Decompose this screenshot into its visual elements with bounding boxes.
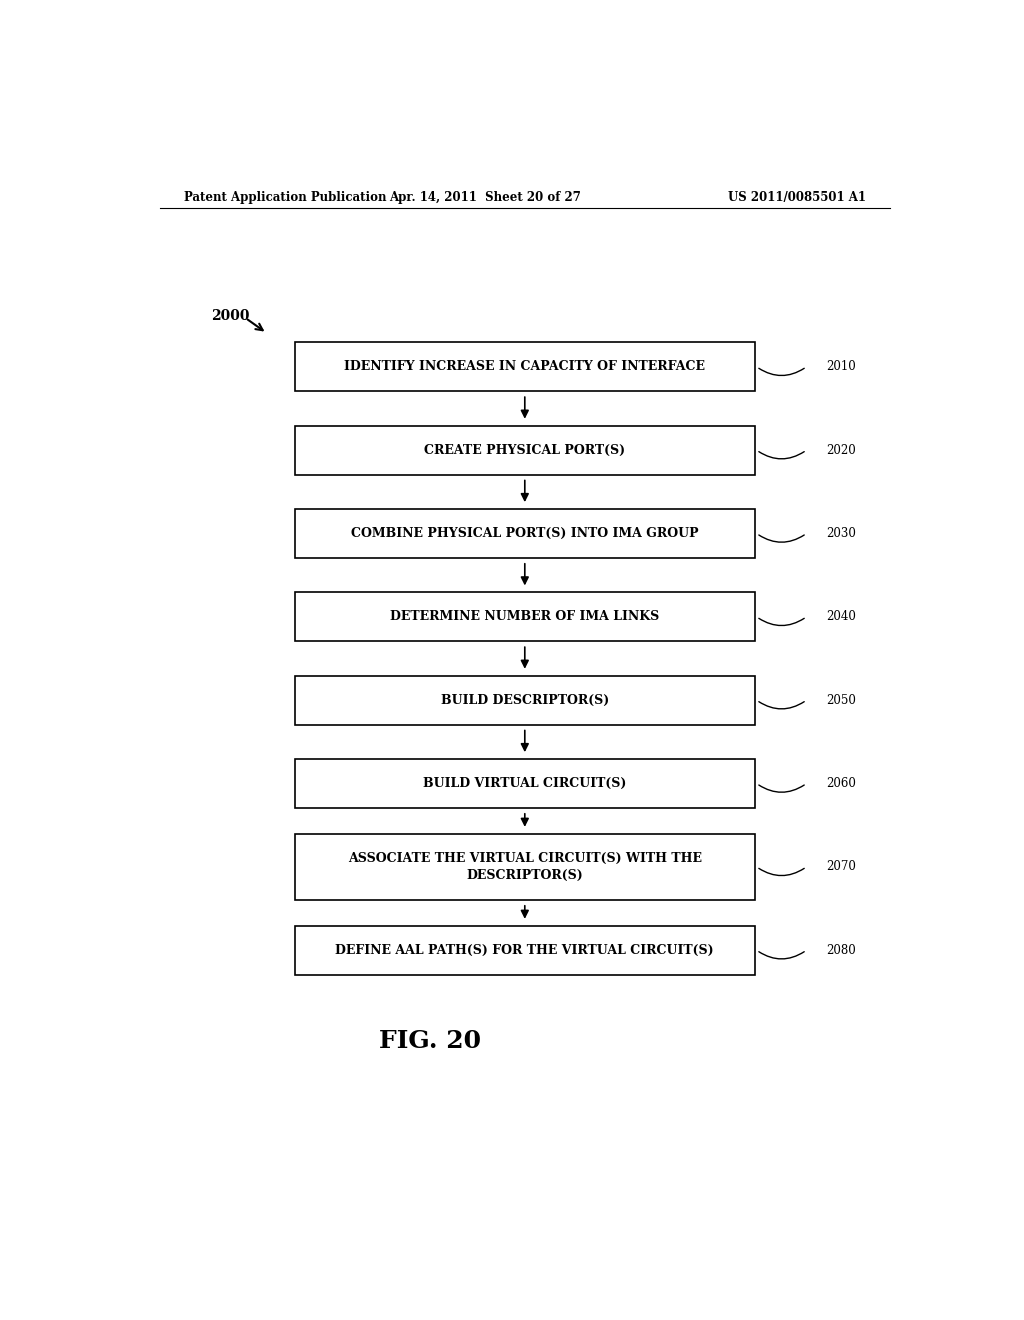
Text: 2070: 2070 bbox=[826, 861, 856, 874]
Text: ASSOCIATE THE VIRTUAL CIRCUIT(S) WITH THE
DESCRIPTOR(S): ASSOCIATE THE VIRTUAL CIRCUIT(S) WITH TH… bbox=[348, 851, 701, 882]
Text: BUILD DESCRIPTOR(S): BUILD DESCRIPTOR(S) bbox=[440, 693, 609, 706]
Text: DETERMINE NUMBER OF IMA LINKS: DETERMINE NUMBER OF IMA LINKS bbox=[390, 610, 659, 623]
Text: 2080: 2080 bbox=[826, 944, 856, 957]
Text: 2050: 2050 bbox=[826, 693, 856, 706]
Bar bbox=[295, 342, 755, 391]
Text: 2010: 2010 bbox=[826, 360, 856, 374]
Text: 2000: 2000 bbox=[211, 309, 250, 323]
Bar bbox=[295, 925, 755, 974]
Bar bbox=[295, 834, 755, 900]
Bar bbox=[295, 426, 755, 474]
Text: 2030: 2030 bbox=[826, 527, 856, 540]
Text: BUILD VIRTUAL CIRCUIT(S): BUILD VIRTUAL CIRCUIT(S) bbox=[423, 777, 627, 789]
Text: DEFINE AAL PATH(S) FOR THE VIRTUAL CIRCUIT(S): DEFINE AAL PATH(S) FOR THE VIRTUAL CIRCU… bbox=[336, 944, 714, 957]
Text: COMBINE PHYSICAL PORT(S) INTO IMA GROUP: COMBINE PHYSICAL PORT(S) INTO IMA GROUP bbox=[351, 527, 698, 540]
Text: US 2011/0085501 A1: US 2011/0085501 A1 bbox=[728, 190, 866, 203]
Text: 2040: 2040 bbox=[826, 610, 856, 623]
Text: 2060: 2060 bbox=[826, 777, 856, 789]
Bar bbox=[295, 759, 755, 808]
Text: 2020: 2020 bbox=[826, 444, 856, 457]
Text: FIG. 20: FIG. 20 bbox=[379, 1028, 480, 1052]
Bar bbox=[295, 510, 755, 558]
Text: CREATE PHYSICAL PORT(S): CREATE PHYSICAL PORT(S) bbox=[424, 444, 626, 457]
Text: Apr. 14, 2011  Sheet 20 of 27: Apr. 14, 2011 Sheet 20 of 27 bbox=[389, 190, 581, 203]
Text: Patent Application Publication: Patent Application Publication bbox=[183, 190, 386, 203]
Bar bbox=[295, 593, 755, 642]
Bar bbox=[295, 676, 755, 725]
Text: IDENTIFY INCREASE IN CAPACITY OF INTERFACE: IDENTIFY INCREASE IN CAPACITY OF INTERFA… bbox=[344, 360, 706, 374]
